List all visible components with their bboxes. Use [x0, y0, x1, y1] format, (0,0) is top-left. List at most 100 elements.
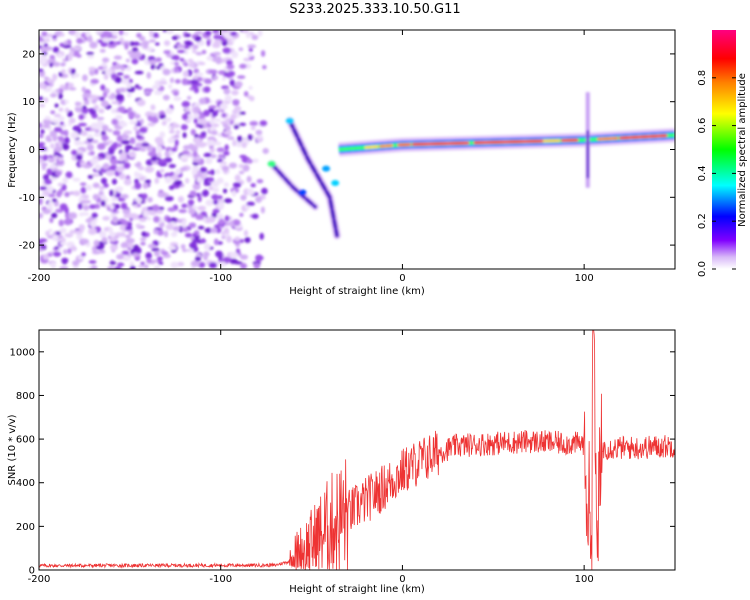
- noise-blob: [243, 91, 249, 97]
- noise-blob: [246, 158, 253, 164]
- noise-blob: [181, 227, 189, 233]
- noise-blob: [187, 58, 194, 63]
- noise-blob: [210, 227, 218, 234]
- colorbar-gradient: [712, 30, 736, 269]
- noise-blob: [60, 62, 66, 66]
- noise-blob: [207, 216, 216, 223]
- noise-blob: [153, 265, 161, 269]
- noise-blob: [82, 92, 92, 99]
- noise-blob: [40, 46, 49, 53]
- noise-blob: [234, 261, 243, 265]
- noise-blob: [88, 69, 96, 76]
- noise-blob: [238, 47, 244, 52]
- noise-blob: [158, 114, 166, 119]
- noise-blob: [237, 75, 246, 79]
- noise-blob: [102, 164, 110, 170]
- noise-blob: [82, 205, 90, 211]
- noise-blob: [227, 38, 232, 42]
- noise-blob: [124, 148, 130, 154]
- noise-blob: [200, 131, 207, 136]
- noise-blob: [117, 87, 126, 93]
- noise-blob: [135, 142, 144, 149]
- noise-blob: [94, 68, 99, 75]
- noise-blob: [57, 182, 64, 187]
- noise-blob: [139, 147, 147, 152]
- noise-blob: [173, 179, 183, 186]
- noise-blob: [154, 177, 160, 184]
- noise-blob: [45, 230, 50, 237]
- noise-blob: [203, 253, 208, 261]
- noise-blob: [160, 251, 169, 255]
- colorbar-tick-label: 0.4: [697, 165, 708, 181]
- noise-blob: [57, 141, 63, 148]
- noise-blob: [188, 222, 197, 229]
- heatmap-ytick-label: 10: [22, 97, 35, 108]
- trace-spot: [267, 160, 276, 167]
- snr-xtick-label: -200: [28, 574, 51, 585]
- noise-blob: [50, 118, 58, 123]
- noise-blob: [113, 266, 122, 269]
- noise-blob: [72, 265, 79, 269]
- noise-blob: [181, 150, 190, 155]
- noise-blob: [137, 203, 142, 208]
- noise-blob: [91, 245, 98, 252]
- noise-blob: [104, 69, 112, 76]
- noise-blob: [175, 130, 181, 135]
- noise-blob: [121, 250, 130, 255]
- noise-blob: [146, 257, 152, 264]
- noise-blob: [252, 158, 259, 163]
- noise-blob: [223, 130, 233, 135]
- snr-ytick-label: 800: [16, 391, 35, 402]
- noise-blob: [214, 118, 221, 122]
- noise-blob: [101, 134, 108, 142]
- noise-blob: [247, 191, 255, 195]
- noise-blob: [73, 190, 81, 197]
- noise-blob: [119, 155, 124, 162]
- noise-blob: [126, 242, 134, 249]
- noise-blob: [118, 173, 126, 180]
- noise-blob: [211, 194, 219, 200]
- noise-blob: [141, 231, 146, 237]
- noise-blob: [61, 257, 68, 265]
- noise-blob: [40, 129, 45, 135]
- noise-blob: [117, 106, 126, 113]
- noise-blob: [41, 31, 48, 37]
- noise-blob: [49, 54, 55, 59]
- noise-blob: [205, 157, 213, 165]
- noise-blob: [129, 137, 136, 145]
- trace-spot: [298, 189, 307, 196]
- noise-blob: [49, 217, 54, 224]
- noise-blob: [134, 70, 144, 75]
- noise-blob: [226, 235, 233, 243]
- noise-blob: [180, 167, 188, 171]
- noise-blob: [127, 107, 133, 112]
- noise-blob: [185, 177, 190, 184]
- noise-blob: [163, 230, 169, 238]
- noise-blob: [148, 39, 157, 43]
- noise-blob: [198, 118, 207, 125]
- noise-blob: [39, 55, 48, 60]
- noise-blob: [91, 139, 99, 144]
- noise-blob: [58, 156, 63, 162]
- noise-blob: [39, 157, 44, 164]
- noise-blob: [50, 143, 55, 149]
- noise-blob: [139, 127, 148, 134]
- noise-blob: [241, 142, 247, 149]
- noise-blob: [256, 134, 263, 139]
- noise-blob: [112, 130, 121, 136]
- noise-blob: [100, 100, 109, 108]
- figure-title: S233.2025.333.10.50.G11: [289, 2, 461, 17]
- noise-blob: [78, 114, 85, 120]
- noise-blob: [214, 224, 221, 229]
- noise-blob: [259, 232, 265, 240]
- noise-blob: [111, 118, 118, 126]
- noise-blob: [42, 154, 49, 161]
- noise-blob: [146, 144, 153, 152]
- noise-blob: [49, 93, 57, 98]
- noise-blob: [256, 179, 264, 184]
- noise-blob: [47, 79, 56, 84]
- noise-blob: [137, 264, 146, 269]
- noise-blob: [39, 68, 44, 73]
- noise-blob: [181, 220, 187, 226]
